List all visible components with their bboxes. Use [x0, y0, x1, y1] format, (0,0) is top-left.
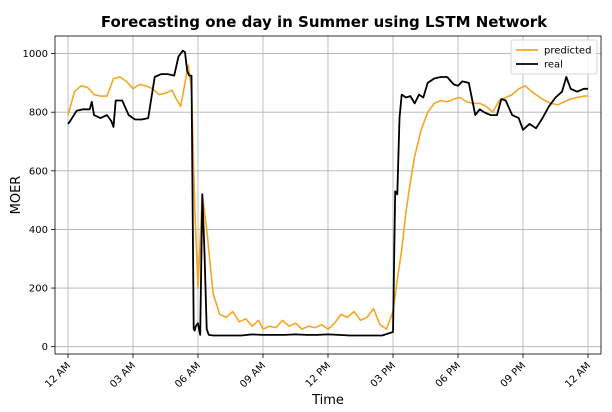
y-tick-label: 400: [29, 225, 48, 236]
series-line-predicted: [67, 64, 588, 330]
x-tick-label: 06 AM: [173, 360, 203, 390]
grid: [55, 36, 601, 354]
x-tick-label: 03 AM: [108, 360, 138, 390]
y-axis: 0 200 400 600 800 1000: [23, 49, 55, 353]
legend-label-real: real: [544, 60, 563, 71]
series-layer: [67, 49, 588, 337]
x-axis: 12 AM 03 AM 06 AM 09 AM 12 PM 03 PM 06 PM 09 PM…: [43, 354, 593, 390]
x-tick-label: 12 AM: [563, 360, 593, 390]
x-tick-label: 03 PM: [369, 360, 398, 389]
chart-title: Forecasting one day in Summer using LSTM…: [101, 13, 548, 31]
x-axis-label: Time: [311, 393, 344, 408]
y-axis-label: MOER: [9, 176, 24, 215]
series-line-real: [67, 49, 588, 337]
legend: predicted real: [510, 39, 598, 75]
x-tick-label: 12 AM: [43, 360, 73, 390]
y-tick-label: 0: [42, 342, 48, 353]
y-tick-label: 1000: [23, 49, 48, 60]
y-tick-label: 600: [29, 166, 48, 177]
legend-box: [510, 39, 598, 75]
y-tick-label: 800: [29, 108, 48, 119]
x-tick-label: 09 AM: [238, 360, 268, 390]
legend-label-predicted: predicted: [544, 46, 591, 57]
y-tick-label: 200: [29, 284, 48, 295]
x-tick-label: 12 PM: [304, 360, 333, 389]
x-tick-label: 09 PM: [499, 360, 528, 389]
x-tick-label: 06 PM: [434, 360, 463, 389]
